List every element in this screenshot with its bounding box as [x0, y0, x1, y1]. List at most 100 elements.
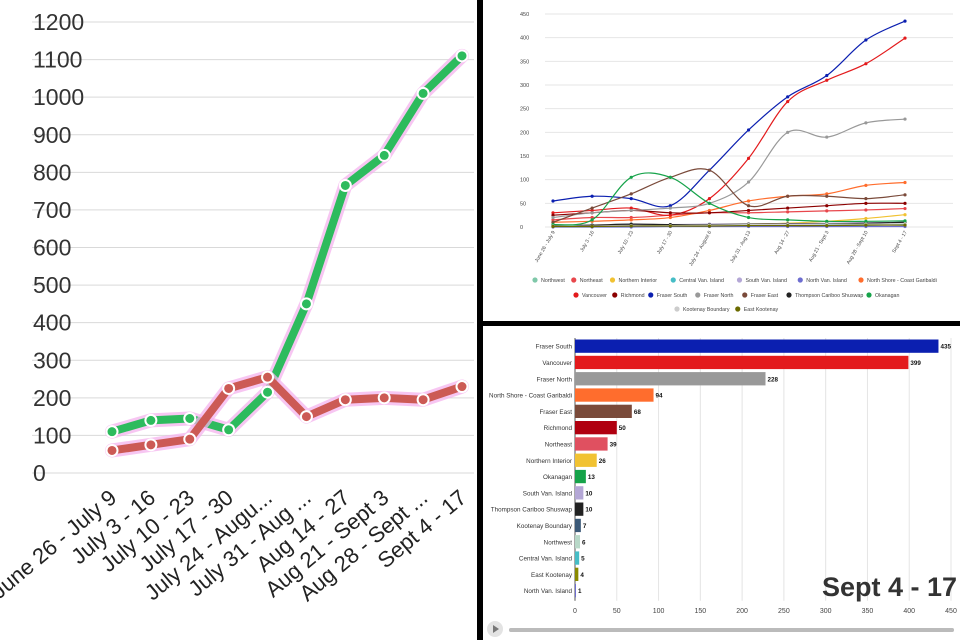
data-point [746, 128, 751, 132]
bar-category-label: Northern Interior [526, 458, 572, 465]
x-tick-label: 0 [573, 608, 577, 615]
y-tick-label: 350 [520, 59, 529, 65]
x-tick-label: 300 [820, 608, 832, 615]
legend-swatch [858, 277, 864, 283]
data-point [590, 218, 594, 222]
series-line [108, 373, 466, 455]
data-point [105, 443, 119, 457]
bar-value-label: 6 [582, 539, 586, 546]
x-tick-label: 350 [862, 608, 874, 615]
y-tick-label: 900 [33, 122, 71, 148]
x-tick-label: Aug 14 - 27 [773, 230, 791, 256]
data-point [903, 201, 907, 205]
data-point [864, 201, 868, 205]
y-tick-label: 100 [33, 422, 71, 448]
x-tick-label: July 17 - 30 [656, 230, 674, 256]
bar-value-label: 399 [910, 360, 921, 367]
left-chart-panel: 0 100 200 300 400 500 600 700 800 900 1000 1100 1200… [0, 0, 477, 640]
bar-category-label: East Kootenay [531, 572, 573, 579]
legend-swatch [695, 292, 701, 298]
data-point [746, 204, 751, 208]
legend-label: North Shore - Coast Garibaldi [867, 278, 937, 284]
data-point [551, 218, 555, 222]
data-point [786, 194, 790, 198]
y-tick-label: 300 [520, 83, 529, 89]
data-point [261, 385, 275, 399]
legend-label: North Van. Island [806, 278, 847, 284]
legend-label: East Kootenay [744, 307, 779, 313]
data-point [746, 156, 751, 160]
data-point [825, 78, 829, 82]
bar [575, 437, 608, 451]
data-point [903, 36, 907, 40]
data-point [786, 218, 790, 222]
bar-category-label: Fraser East [539, 409, 572, 416]
data-point [825, 194, 829, 198]
y-tick-label: 500 [33, 272, 71, 298]
legend-label: Vancouver [582, 293, 607, 299]
data-point [416, 86, 430, 100]
data-point [668, 206, 672, 210]
bar-category-label: Vancouver [542, 360, 572, 367]
y-tick-label: 450 [520, 12, 529, 18]
data-point [786, 130, 790, 134]
y-tick-label: 1200 [33, 9, 84, 35]
data-point [668, 224, 672, 228]
data-point [746, 199, 751, 203]
data-point [551, 199, 555, 203]
data-point [590, 211, 594, 215]
legend-swatch [735, 306, 741, 312]
x-tick-label: 100 [653, 608, 665, 615]
x-tick-label: Aug 21 - Sept 3 [808, 230, 831, 263]
legend-swatch [670, 277, 676, 283]
bar [575, 355, 909, 370]
data-point [551, 220, 555, 224]
bar [575, 372, 766, 386]
data-point [707, 211, 712, 215]
data-point [105, 425, 119, 439]
data-point [825, 204, 829, 208]
data-point [629, 175, 633, 179]
timeline-slider-fill [509, 628, 954, 632]
bar-category-label: Richmond [544, 425, 573, 432]
legend-label: Kootenay Boundary [683, 307, 730, 313]
bar-category-label: Okanagan [543, 474, 573, 481]
series-line [552, 225, 905, 228]
data-point [629, 192, 633, 196]
period-annotation: Sept 4 - 17 [822, 572, 957, 602]
data-point [864, 219, 868, 223]
y-tick-label: 200 [520, 130, 529, 136]
data-point [629, 215, 633, 220]
legend-label: Fraser East [751, 293, 779, 299]
y-tick-label: 400 [520, 36, 529, 42]
x-tick-label: July 10 - 23 [617, 230, 635, 256]
data-point [825, 209, 829, 213]
x-tick-label: 50 [613, 608, 621, 615]
legend-swatch [612, 292, 618, 298]
legend-swatch [571, 277, 577, 283]
legend-label: Northeast [580, 278, 603, 284]
x-tick-label: 450 [945, 608, 957, 615]
data-point [707, 224, 712, 228]
data-point [864, 121, 868, 125]
data-point [551, 215, 555, 220]
data-point [786, 95, 790, 99]
bar-value-label: 26 [599, 458, 607, 465]
legend-label: Okanagan [875, 293, 899, 299]
y-tick-label: 50 [520, 201, 526, 207]
bar-value-label: 5 [581, 556, 585, 563]
data-point [377, 148, 391, 162]
data-point [746, 215, 751, 220]
bar-value-label: 1 [578, 588, 582, 595]
x-tick-label: 150 [694, 608, 706, 615]
bar [575, 388, 654, 402]
legend-label: Northern Interior [619, 278, 658, 284]
data-point [864, 38, 868, 42]
data-point [590, 224, 594, 229]
timeline-slider[interactable] [509, 628, 954, 632]
data-point [551, 224, 555, 229]
data-point [707, 168, 712, 172]
x-tick-label: July 31 - Aug 13 [729, 230, 752, 264]
play-button[interactable] [487, 621, 503, 637]
